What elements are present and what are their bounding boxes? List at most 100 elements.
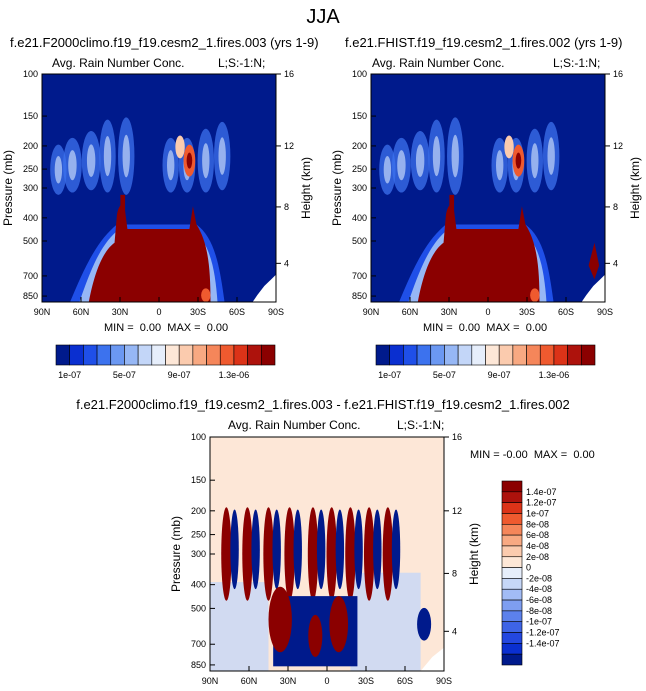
panel-1-stats: MIN = 0.00 MAX = 0.00 <box>104 322 229 334</box>
y-tick-label: 500 <box>352 236 367 246</box>
colorbar-3-cell <box>501 534 523 547</box>
colorbar-3-cell <box>501 502 523 514</box>
topography-mask <box>420 647 444 671</box>
y-tick-label: 700 <box>23 271 38 281</box>
y-tick-label: 500 <box>191 603 206 613</box>
field-plume <box>120 194 126 223</box>
y-tick-label: 250 <box>191 530 206 540</box>
colorbar-2-cell <box>567 344 582 366</box>
colorbar-2-label: 1e-07 <box>378 370 401 380</box>
colorbar-2-cell <box>539 344 555 366</box>
field-positive <box>242 507 253 601</box>
colorbar-2-cell <box>485 344 500 366</box>
field-streak-core <box>531 143 539 179</box>
x-tick-label: 60N <box>73 307 90 317</box>
y-tick-label: 700 <box>352 271 367 281</box>
field-negative <box>335 509 345 590</box>
y-tick-label: 850 <box>352 291 367 301</box>
y-tick-label: 150 <box>23 111 38 121</box>
colorbar-2-cell <box>430 344 445 366</box>
field-negative <box>230 509 239 590</box>
y-tick-label: 400 <box>352 213 367 223</box>
field-streak-core <box>451 134 459 178</box>
y-right-tick-label: 12 <box>613 141 623 151</box>
colorbar-1-cell <box>178 344 194 366</box>
colorbar-1-cell <box>137 344 153 366</box>
field-streak-core <box>86 144 96 177</box>
panel-2-title: f.e21.FHIST.f19_f19.cesm2_1.fires.002 (y… <box>345 35 623 50</box>
colorbar-3-cell <box>501 643 523 655</box>
colorbar-1-label: 5e-07 <box>113 370 136 380</box>
colorbar-3-cell <box>501 480 523 493</box>
y-tick-label: 500 <box>23 236 38 246</box>
colorbar-3-label: 1.4e-07 <box>526 487 557 497</box>
field-negative <box>391 509 401 590</box>
colorbar-3-label: 1.2e-07 <box>526 498 557 508</box>
field-streak-core <box>496 150 504 181</box>
field-positive <box>363 507 375 601</box>
x-tick-label: 90N <box>363 307 380 317</box>
field-streak-core <box>218 137 226 175</box>
colorbar-3-cell <box>501 610 523 623</box>
colorbar-3-cell <box>501 513 523 525</box>
colorbar-1-cell <box>233 344 248 366</box>
colorbar-2-cell <box>581 344 596 366</box>
colorbar-3-cell <box>501 545 523 558</box>
colorbar-2-cell <box>375 344 390 366</box>
colorbar-1-label: 1.3e-06 <box>219 370 250 380</box>
colorbar-1-label: 9e-07 <box>168 370 191 380</box>
field-positive <box>263 507 274 601</box>
colorbar-3-label: -4e-08 <box>526 584 552 594</box>
colorbar-3-cell <box>501 599 523 612</box>
y-tick-label: 250 <box>23 164 38 174</box>
field-streak-core <box>68 150 77 181</box>
colorbar-3-cell <box>501 588 523 601</box>
y-right-tick-label: 16 <box>284 69 294 79</box>
y-tick-label: 850 <box>23 291 38 301</box>
field-streak-core <box>103 136 112 177</box>
y-tick-label: 200 <box>352 141 367 151</box>
x-tick-label: 90N <box>34 307 51 317</box>
colorbar-3-label: -1.2e-07 <box>526 628 560 638</box>
y-tick-label: 300 <box>23 183 38 193</box>
colorbar-3-cell <box>501 578 523 590</box>
colorbar-1-cell <box>69 344 84 366</box>
y-tick-label: 300 <box>352 183 367 193</box>
field-positive <box>308 614 323 657</box>
panel-2-stats: MIN = 0.00 MAX = 0.00 <box>423 322 548 334</box>
field-negative <box>373 509 382 590</box>
colorbar-3-cell <box>501 556 523 568</box>
page-title: JJA <box>306 6 340 28</box>
colorbar-3-cell <box>501 632 523 644</box>
colorbar-3-cell <box>501 621 523 633</box>
colorbar-3-label: 1e-07 <box>526 508 549 518</box>
colorbar-3-label: -1.4e-07 <box>526 638 560 648</box>
x-tick-label: 30N <box>280 676 297 686</box>
y-axis-label: Pressure (mb) <box>169 516 183 592</box>
x-tick-label: 90S <box>597 307 613 317</box>
field-polar-spot <box>417 607 432 641</box>
x-tick-label: 0 <box>156 307 161 317</box>
x-tick-label: 60N <box>402 307 419 317</box>
y-right-tick-label: 4 <box>452 626 457 636</box>
y-tick-label: 700 <box>191 639 206 649</box>
field-streak-core <box>122 134 130 178</box>
field-streak-core <box>54 155 63 184</box>
x-tick-label: 90S <box>268 307 284 317</box>
field-patch <box>210 582 269 671</box>
field-core <box>417 204 540 302</box>
field-core <box>88 204 211 302</box>
y-right-tick-label: 16 <box>613 69 623 79</box>
colorbar-1-cell <box>96 344 112 366</box>
colorbar-1-cell <box>83 344 98 366</box>
colorbar-3-cell <box>501 523 523 536</box>
field-streak-core <box>432 136 441 177</box>
colorbar-2-cell <box>389 344 404 366</box>
field-positive <box>221 507 232 601</box>
colorbar-2-cell <box>457 344 473 366</box>
y-tick-label: 150 <box>352 111 367 121</box>
y-right-axis-label: Height (km) <box>628 157 642 219</box>
y-tick-label: 250 <box>352 164 367 174</box>
colorbar-1-cell <box>165 344 180 366</box>
